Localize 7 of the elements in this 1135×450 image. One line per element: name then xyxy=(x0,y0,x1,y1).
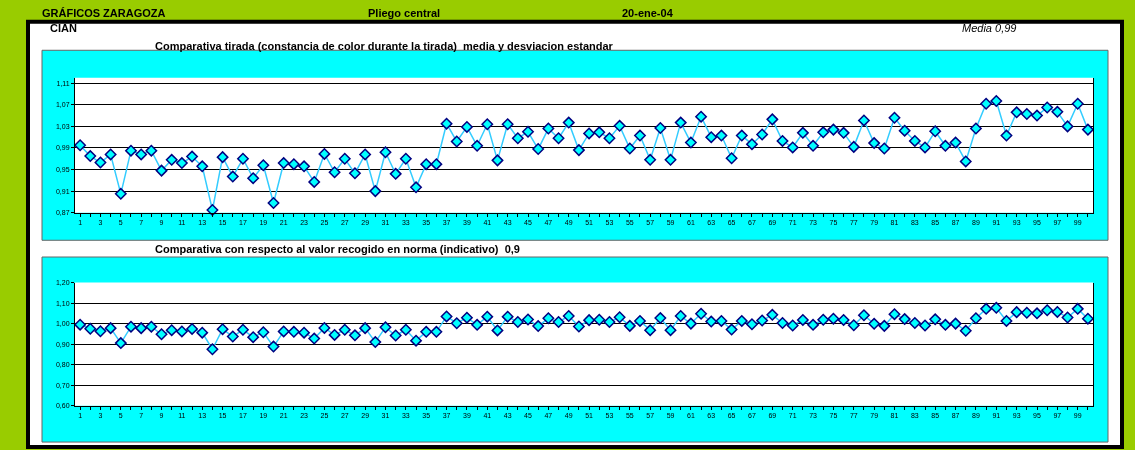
text: CIAN xyxy=(50,22,77,34)
text: 20-ene-04 xyxy=(622,7,674,19)
text: Media 0,99 xyxy=(962,22,1017,34)
chart-title: Comparativa con respecto al valor recogido en norma (indicativo) 0,9 xyxy=(155,243,520,255)
text: GRÁFICOS ZARAGOZA xyxy=(42,7,166,19)
text: Pliego central xyxy=(368,7,441,19)
chart-title: Comparativa tirada (constancia de color durante la tirada) media y desviacion estandar xyxy=(155,40,614,52)
